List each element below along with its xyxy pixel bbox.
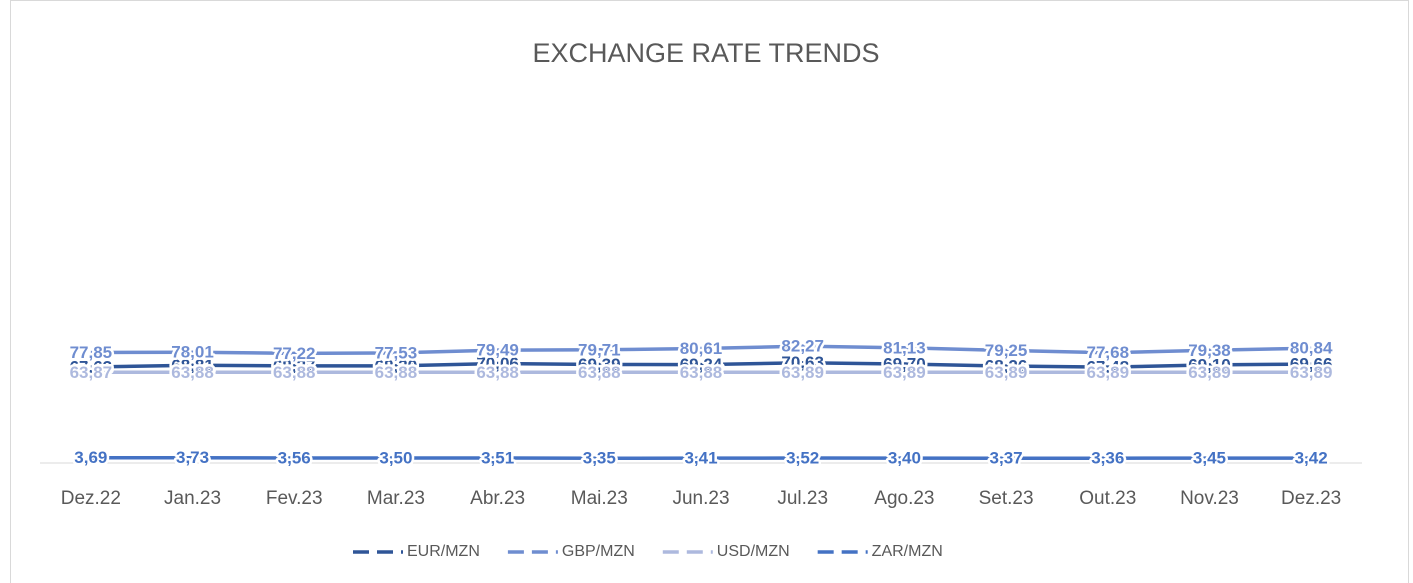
data-label: 67,48 bbox=[1086, 358, 1129, 377]
x-tick-label: Out.23 bbox=[1079, 488, 1136, 509]
data-label: 80,61 bbox=[680, 339, 723, 358]
legend-label: USD/MZN bbox=[717, 543, 790, 560]
data-label: 77,68 bbox=[1086, 343, 1129, 362]
x-tick-label: Set.23 bbox=[979, 488, 1034, 509]
data-label: 3,52 bbox=[786, 448, 819, 467]
x-tick-label: Jun.23 bbox=[672, 488, 729, 509]
x-tick-label: Dez.22 bbox=[61, 488, 121, 509]
data-label: 63,89 bbox=[1086, 363, 1129, 382]
data-label: 3,56 bbox=[278, 448, 311, 467]
data-label: 67,63 bbox=[70, 357, 113, 376]
data-label: 77,22 bbox=[273, 344, 316, 363]
data-label: 68,26 bbox=[985, 357, 1028, 376]
data-label: 69,24 bbox=[680, 355, 723, 374]
data-label: 79,49 bbox=[476, 341, 519, 360]
data-label: 3,36 bbox=[1091, 449, 1124, 468]
data-label: 63,88 bbox=[375, 363, 418, 382]
data-label: 69,10 bbox=[1188, 355, 1231, 374]
data-label: 3,73 bbox=[176, 448, 209, 467]
x-tick-label: Dez.23 bbox=[1281, 488, 1341, 509]
series-line bbox=[90, 455, 1312, 460]
data-label: 63,89 bbox=[781, 363, 824, 382]
data-label: 78,01 bbox=[171, 343, 214, 362]
x-tick-label: Jan.23 bbox=[164, 488, 221, 509]
x-tick-label: Fev.23 bbox=[266, 488, 323, 509]
data-label: 3,40 bbox=[888, 449, 921, 468]
data-label: 63,88 bbox=[273, 363, 316, 382]
data-label: 79,38 bbox=[1188, 341, 1231, 360]
data-label: 63,88 bbox=[171, 363, 214, 382]
data-label: 63,87 bbox=[70, 363, 113, 382]
data-label: 77,85 bbox=[70, 343, 113, 362]
data-label: 63,89 bbox=[1188, 363, 1231, 382]
data-label: 68,81 bbox=[171, 356, 214, 375]
x-tick-label: Jul.23 bbox=[777, 488, 828, 509]
series-line bbox=[90, 360, 1312, 369]
data-label: 63,88 bbox=[680, 363, 723, 382]
data-label: 68,37 bbox=[273, 356, 316, 375]
data-label: 82,27 bbox=[781, 337, 824, 356]
x-tick-label: Ago.23 bbox=[874, 488, 934, 509]
data-label: 63,89 bbox=[985, 363, 1028, 382]
chart-frame bbox=[10, 0, 1409, 583]
data-label: 3,41 bbox=[684, 449, 717, 468]
data-label: 3,37 bbox=[990, 449, 1023, 468]
legend-label: EUR/MZN bbox=[407, 543, 480, 560]
data-label: 63,89 bbox=[883, 363, 926, 382]
data-label: 70,06 bbox=[476, 354, 519, 373]
data-label: 3,50 bbox=[379, 449, 412, 468]
chart-title: EXCHANGE RATE TRENDS bbox=[532, 38, 879, 68]
x-tick-label: Abr.23 bbox=[470, 488, 525, 509]
data-label: 80,84 bbox=[1290, 339, 1333, 358]
data-label: 63,88 bbox=[578, 363, 621, 382]
data-label: 79,25 bbox=[985, 341, 1028, 360]
x-tick-label: Mar.23 bbox=[367, 488, 425, 509]
data-label: 79,71 bbox=[578, 340, 621, 359]
data-label: 69,39 bbox=[578, 355, 621, 374]
data-label: 68,39 bbox=[375, 356, 418, 375]
legend-label: ZAR/MZN bbox=[872, 543, 943, 560]
data-label: 81,13 bbox=[883, 338, 926, 357]
data-label: 3,42 bbox=[1295, 449, 1328, 468]
series-line bbox=[90, 344, 1312, 356]
data-label: 3,45 bbox=[1193, 449, 1226, 468]
data-label: 3,51 bbox=[481, 449, 514, 468]
data-label: 63,89 bbox=[1290, 363, 1333, 382]
x-tick-label: Nov.23 bbox=[1180, 488, 1239, 509]
data-label: 69,66 bbox=[1290, 355, 1333, 374]
data-label: 63,88 bbox=[476, 363, 519, 382]
legend-label: GBP/MZN bbox=[562, 543, 635, 560]
data-label: 69,70 bbox=[883, 355, 926, 374]
data-label: 77,53 bbox=[375, 343, 418, 362]
data-label: 70,63 bbox=[781, 353, 824, 372]
data-label: 3,35 bbox=[583, 449, 616, 468]
data-label: 3,69 bbox=[74, 448, 107, 467]
x-tick-label: Mai.23 bbox=[571, 488, 628, 509]
